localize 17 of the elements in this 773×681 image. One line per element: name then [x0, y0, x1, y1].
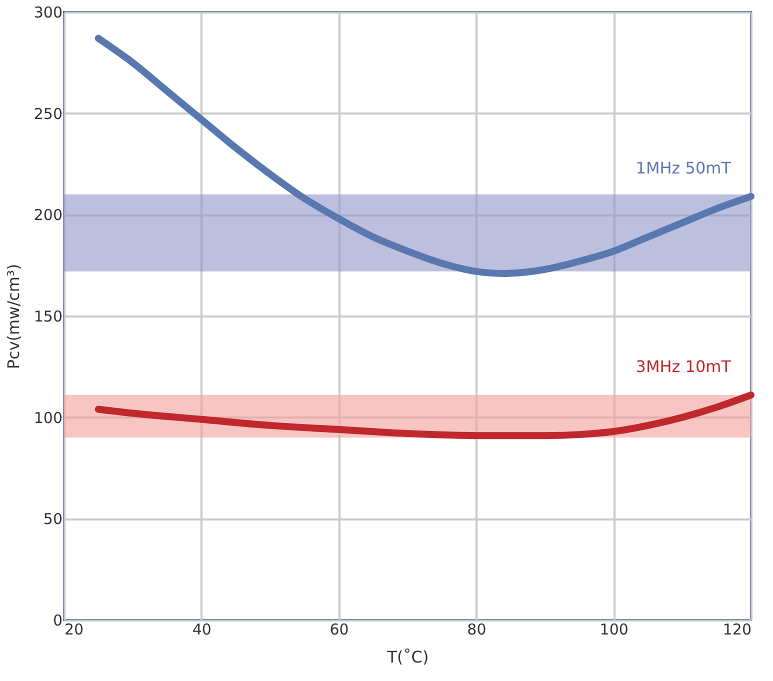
x-axis-title: T(˚C) — [386, 648, 429, 666]
y-tick-label: 200 — [34, 206, 62, 224]
x-tick-label: 60 — [330, 620, 349, 638]
y-tick-label: 0 — [52, 612, 62, 630]
x-tick-label: 40 — [192, 620, 212, 638]
x-tick-label: 80 — [467, 620, 486, 638]
y-axis-title: Pcv(mw/cm³) — [4, 264, 23, 370]
series-label: 1MHz 50mT — [636, 158, 732, 178]
y-tick-label: 100 — [34, 408, 62, 427]
y-tick-label: 150 — [34, 308, 62, 326]
x-tick-label: 100 — [600, 620, 628, 638]
y-tick-label: 250 — [34, 104, 62, 123]
x-tick-label: 20 — [64, 620, 84, 638]
x-tick-label: 120 — [722, 620, 752, 638]
y-tick-label: 50 — [43, 510, 62, 528]
y-tick-label: 300 — [34, 4, 62, 22]
series-label: 3MHz 10mT — [636, 357, 732, 376]
